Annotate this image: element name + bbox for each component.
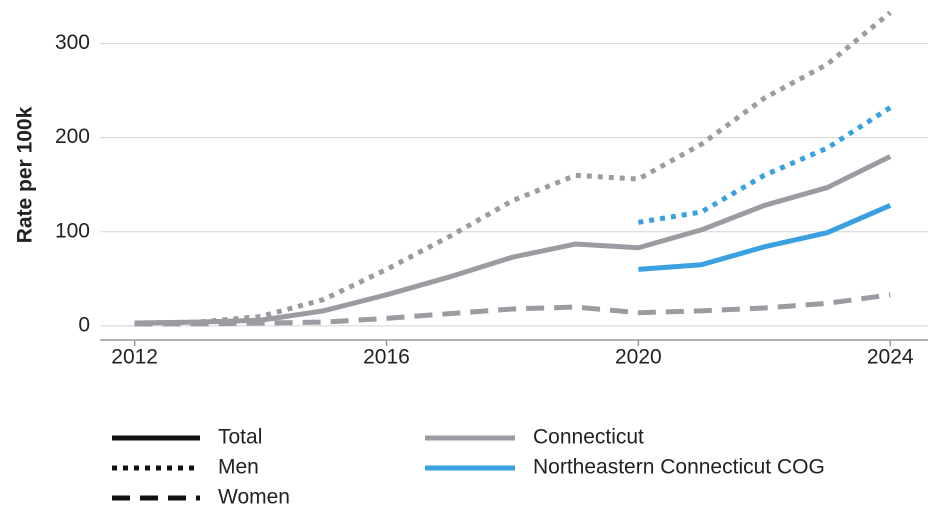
x-tick-label: 2016: [363, 346, 410, 369]
line-series: [637, 105, 892, 225]
line-series: [638, 203, 892, 272]
x-tick-label: 2024: [867, 346, 914, 369]
x-tick-label: 2012: [111, 346, 158, 369]
line-series: [134, 154, 892, 326]
y-axis-label: Rate per 100k: [14, 106, 37, 243]
legend-label: Women: [218, 486, 290, 509]
line-series: [134, 292, 891, 327]
y-tick-label: 100: [55, 219, 90, 242]
x-tick-label: 2020: [615, 346, 662, 369]
legend-label: Connecticut: [533, 426, 644, 449]
legend-label: Northeastern Connecticut COG: [533, 456, 825, 479]
legend-label: Total: [218, 426, 262, 449]
line-series: [134, 10, 892, 326]
legend-label: Men: [218, 456, 259, 479]
y-tick-label: 200: [55, 125, 90, 148]
y-tick-label: 0: [78, 313, 90, 336]
y-tick-label: 300: [55, 31, 90, 54]
